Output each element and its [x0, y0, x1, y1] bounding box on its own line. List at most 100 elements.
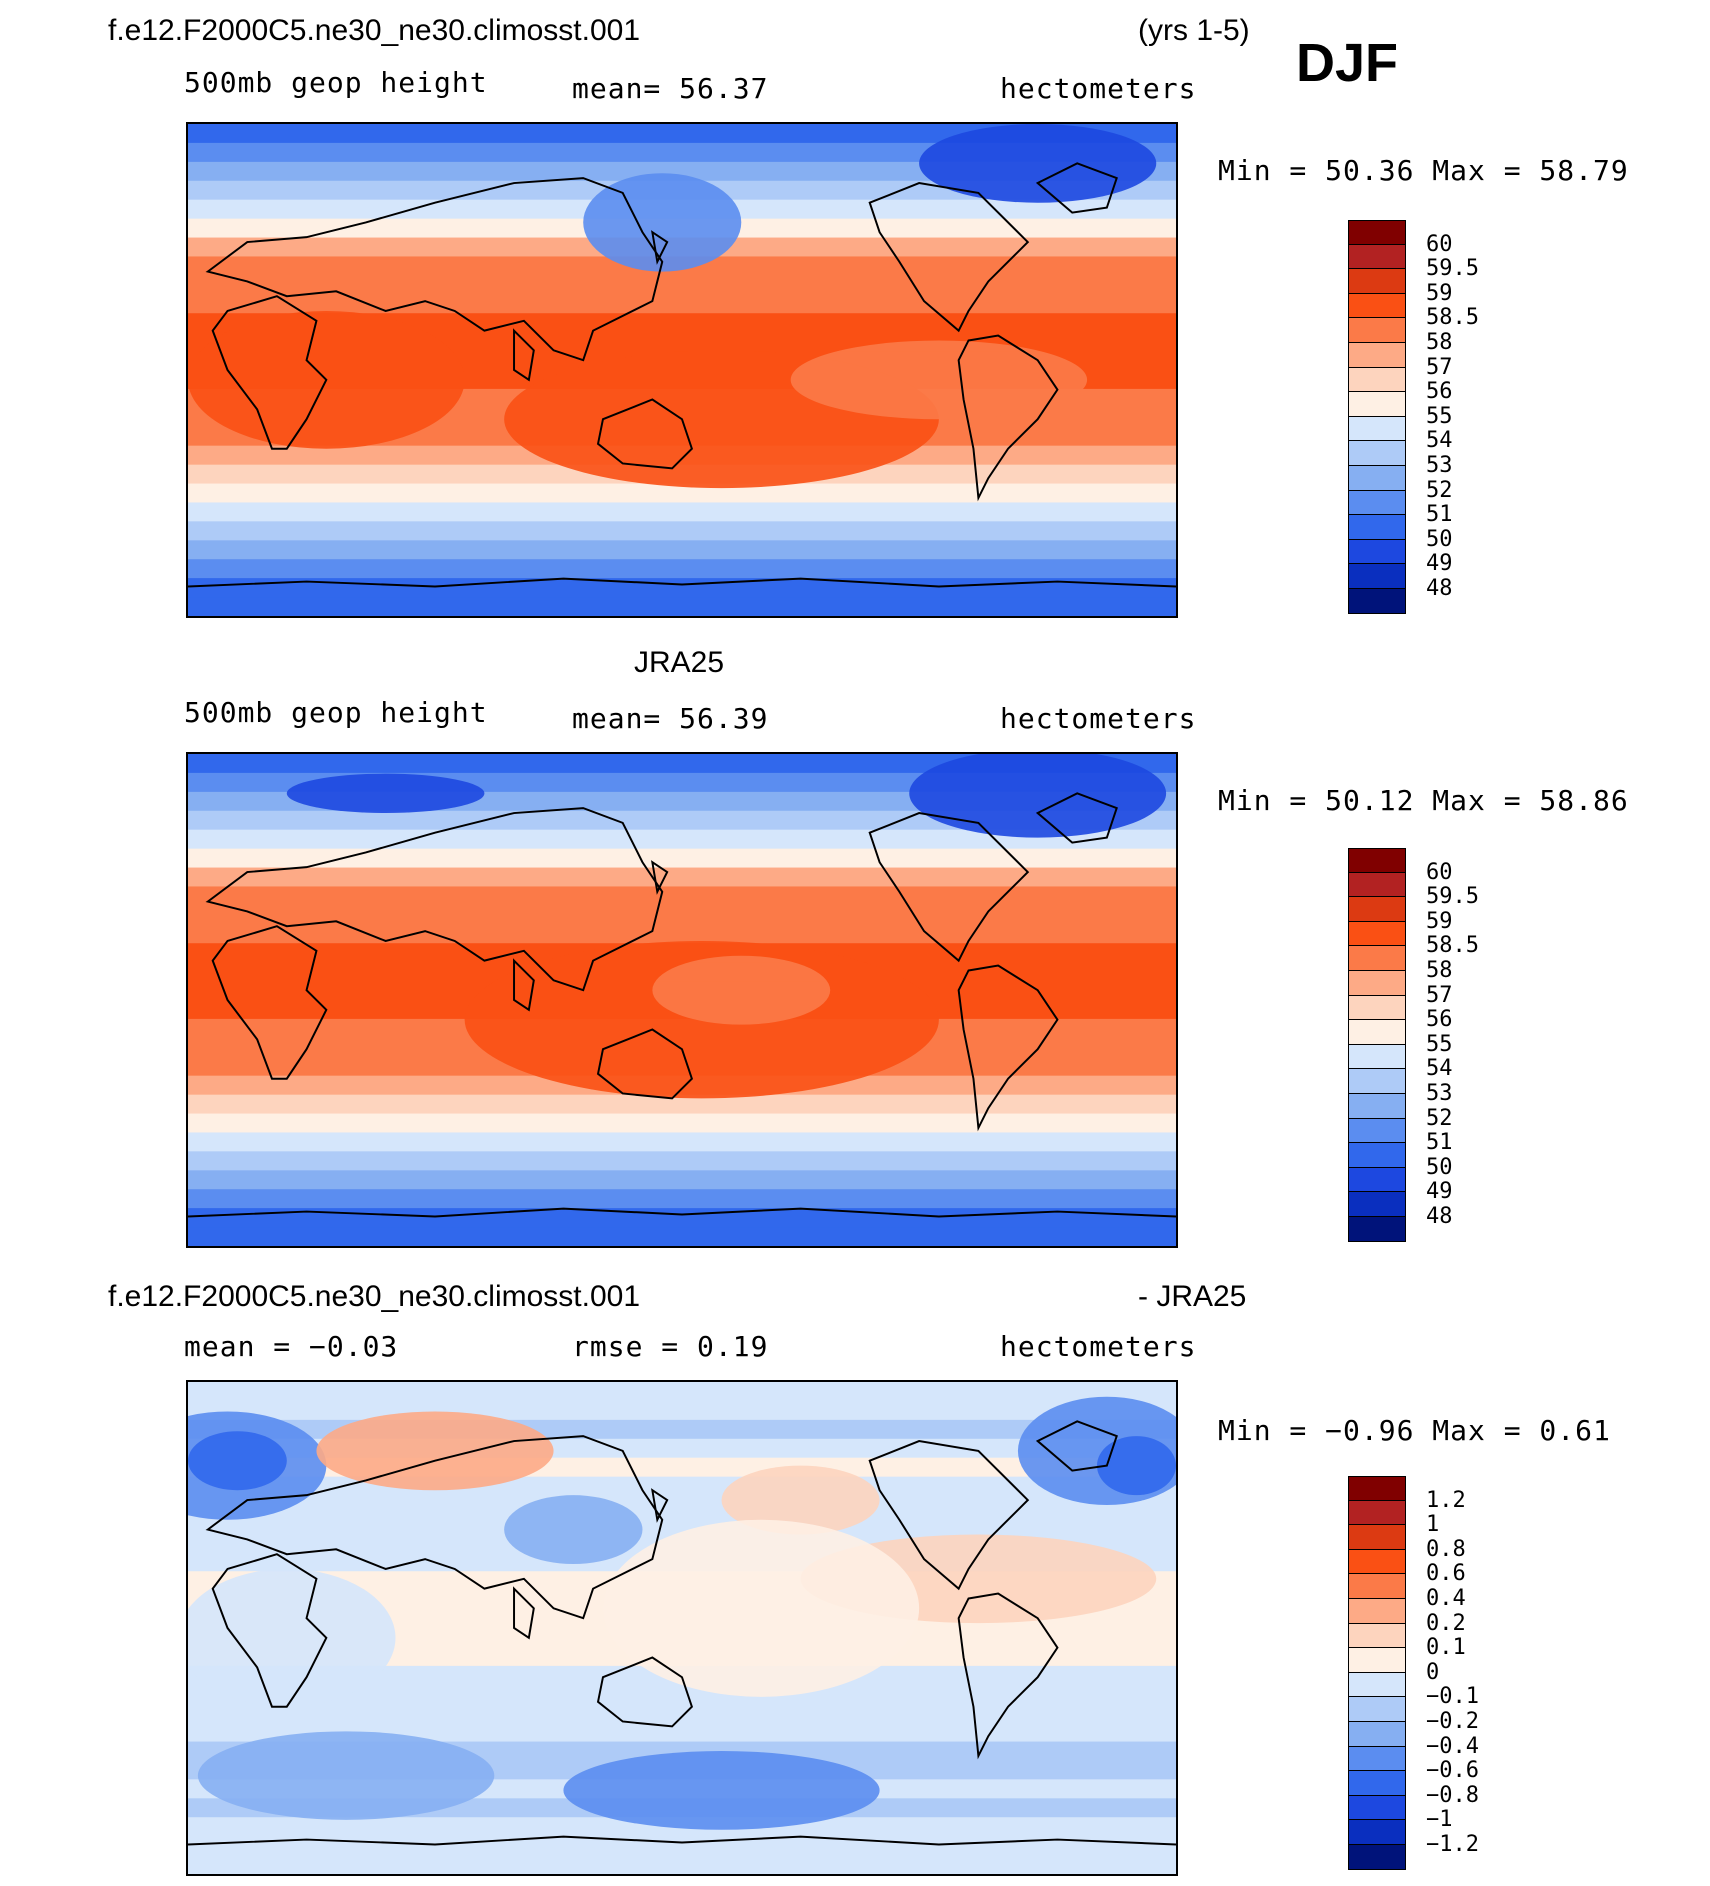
colorbar-swatch	[1348, 1623, 1406, 1649]
colorbar-swatch	[1348, 490, 1406, 516]
colorbar-swatch	[1348, 293, 1406, 319]
colorbar-swatch	[1348, 1771, 1406, 1796]
colorbar-swatch	[1348, 1476, 1406, 1501]
colorbar-tick-label: 59.5	[1426, 256, 1479, 282]
colorbar-swatch	[1348, 1648, 1406, 1673]
panel2-colorbar	[1348, 848, 1406, 1242]
case-title: f.e12.F2000C5.ne30_ne30.climosst.001	[108, 14, 641, 47]
colorbar-swatch	[1348, 897, 1406, 922]
colorbar-tick-label: 58	[1426, 330, 1453, 355]
colorbar-swatch	[1348, 367, 1406, 393]
colorbar-tick-label: 56	[1426, 1007, 1453, 1033]
colorbar-tick-label: 0.8	[1426, 1536, 1466, 1562]
colorbar-tick-label: −1	[1426, 1807, 1453, 1833]
colorbar-tick-label: 59	[1426, 280, 1453, 306]
colorbar-tick-label: 0.1	[1426, 1635, 1466, 1661]
colorbar-swatch	[1348, 1598, 1406, 1624]
colorbar-tick-label: 50	[1426, 1154, 1453, 1180]
panel1-minmax: Min = 50.36 Max = 58.79	[1218, 154, 1629, 187]
colorbar-swatch	[1348, 970, 1406, 996]
colorbar-tick-label: 50	[1426, 526, 1453, 552]
colorbar-swatch	[1348, 1697, 1406, 1722]
colorbar-tick-label: 49	[1426, 1179, 1453, 1205]
panel3-title-left: f.e12.F2000C5.ne30_ne30.climosst.001	[108, 1280, 641, 1313]
colorbar-tick-label: 0	[1426, 1659, 1440, 1685]
panel3-mean: mean = −0.03	[184, 1330, 399, 1363]
season-label: DJF	[1296, 33, 1399, 93]
colorbar-swatch	[1348, 1216, 1406, 1242]
panel1-units: hectometers	[1000, 72, 1197, 105]
colorbar-swatch	[1348, 1143, 1406, 1168]
colorbar-swatch	[1348, 848, 1406, 873]
years-label: (yrs 1-5)	[1138, 14, 1250, 47]
panel2-map	[186, 752, 1178, 1248]
colorbar-swatch	[1348, 588, 1406, 614]
colorbar-swatch	[1348, 1192, 1406, 1217]
colorbar-swatch	[1348, 1167, 1406, 1193]
colorbar-swatch	[1348, 220, 1406, 245]
colorbar-tick-label: 54	[1426, 428, 1453, 454]
panel3-colorbar	[1348, 1476, 1406, 1870]
panel3-units: hectometers	[1000, 1330, 1197, 1363]
colorbar-tick-label: 58.5	[1426, 933, 1479, 959]
panel1-mean: mean= 56.37	[572, 72, 769, 105]
colorbar-tick-label: 48	[1426, 1204, 1453, 1229]
colorbar-swatch	[1348, 1672, 1406, 1698]
colorbar-tick-label: 0.4	[1426, 1586, 1466, 1611]
panel3-map	[186, 1380, 1178, 1876]
colorbar-swatch	[1348, 1549, 1406, 1575]
colorbar-swatch	[1348, 441, 1406, 466]
colorbar-tick-label: −0.2	[1426, 1709, 1479, 1734]
colorbar-swatch	[1348, 1093, 1406, 1119]
colorbar-swatch	[1348, 244, 1406, 270]
colorbar-swatch	[1348, 1844, 1406, 1870]
colorbar-swatch	[1348, 995, 1406, 1021]
colorbar-swatch	[1348, 515, 1406, 540]
colorbar-tick-label: 56	[1426, 379, 1453, 405]
colorbar-swatch	[1348, 1721, 1406, 1747]
panel2-title: JRA25	[634, 646, 725, 679]
colorbar-swatch	[1348, 392, 1406, 417]
colorbar-swatch	[1348, 1795, 1406, 1821]
colorbar-tick-label: 55	[1426, 1031, 1453, 1057]
colorbar-tick-label: 0.6	[1426, 1561, 1466, 1587]
colorbar-swatch	[1348, 1746, 1406, 1772]
colorbar-swatch	[1348, 465, 1406, 491]
colorbar-tick-label: 1	[1426, 1512, 1440, 1538]
colorbar-swatch	[1348, 564, 1406, 589]
colorbar-tick-label: 58.5	[1426, 305, 1479, 331]
colorbar-tick-label: −0.8	[1426, 1782, 1479, 1808]
colorbar-tick-label: 59	[1426, 908, 1453, 934]
colorbar-swatch	[1348, 342, 1406, 368]
colorbar-tick-label: 49	[1426, 551, 1453, 577]
panel3-title-right: - JRA25	[1138, 1280, 1247, 1313]
colorbar-swatch	[1348, 1820, 1406, 1845]
panel3-rmse: rmse = 0.19	[572, 1330, 769, 1363]
colorbar-swatch	[1348, 416, 1406, 442]
colorbar-swatch	[1348, 1525, 1406, 1550]
colorbar-tick-label: 53	[1426, 1081, 1453, 1106]
colorbar-tick-label: 1.2	[1426, 1487, 1466, 1513]
panel1-variable: 500mb geop height	[184, 66, 488, 99]
colorbar-swatch	[1348, 1044, 1406, 1070]
colorbar-tick-label: 51	[1426, 1130, 1453, 1156]
colorbar-tick-label: 0.2	[1426, 1610, 1466, 1636]
panel1-colorbar	[1348, 220, 1406, 614]
colorbar-swatch	[1348, 539, 1406, 565]
panel2-mean: mean= 56.39	[572, 702, 769, 735]
colorbar-tick-label: 55	[1426, 403, 1453, 429]
colorbar-swatch	[1348, 921, 1406, 947]
colorbar-swatch	[1348, 1574, 1406, 1599]
colorbar-tick-label: −0.4	[1426, 1733, 1479, 1759]
colorbar-swatch	[1348, 1020, 1406, 1045]
colorbar-tick-label: 58	[1426, 958, 1453, 983]
colorbar-tick-label: −0.1	[1426, 1684, 1479, 1710]
panel3-minmax: Min = −0.96 Max = 0.61	[1218, 1414, 1611, 1447]
colorbar-swatch	[1348, 1500, 1406, 1526]
colorbar-swatch	[1348, 269, 1406, 294]
colorbar-tick-label: −0.6	[1426, 1758, 1479, 1784]
colorbar-tick-label: 54	[1426, 1056, 1453, 1082]
colorbar-tick-label: 57	[1426, 982, 1453, 1008]
colorbar-swatch	[1348, 1118, 1406, 1144]
panel1-map	[186, 122, 1178, 618]
